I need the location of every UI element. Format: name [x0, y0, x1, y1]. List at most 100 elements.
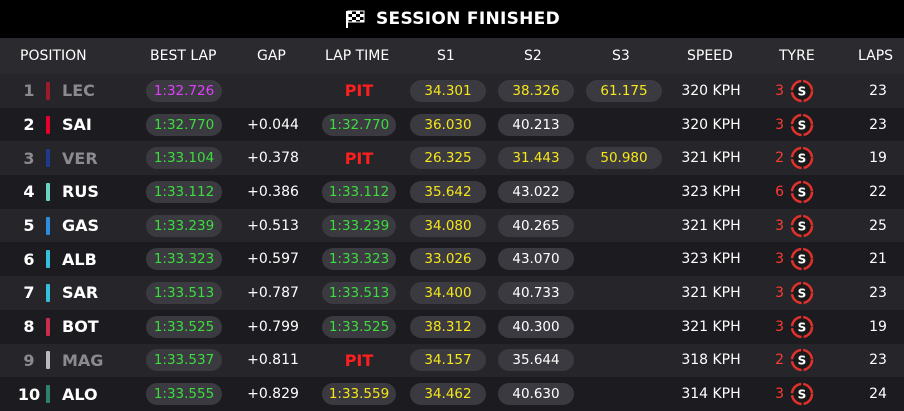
tyre-age: 2: [775, 352, 784, 369]
header-laps: LAPS: [858, 48, 894, 64]
session-banner: SESSION FINISHED: [0, 0, 904, 38]
header-position: POSITION: [20, 48, 87, 64]
driver-name: SAI: [62, 115, 92, 135]
table-row[interactable]: 9 MAG 1:33.537 +0.811 PIT 34.157 35.644 318 KPH…: [0, 343, 904, 378]
pit-indicator: PIT: [344, 81, 374, 101]
table-row[interactable]: 1 LEC 1:32.726 PIT 34.301 38.326 61.175 320 KPH…: [0, 74, 904, 108]
checkered-flag-icon: [346, 10, 365, 28]
team-color-bar: [46, 182, 50, 201]
sector-2-time: 38.326: [498, 79, 574, 102]
gap-value: +0.378: [247, 150, 299, 167]
speed-value: 321 KPH: [681, 150, 741, 167]
laps-count: 24: [869, 386, 887, 403]
tyre-compound-letter: S: [798, 84, 807, 98]
speed-value: 321 KPH: [681, 284, 741, 301]
laps-count: 21: [869, 251, 887, 268]
soft-tyre-icon: S: [790, 146, 814, 170]
table-row[interactable]: 6 ALB 1:33.323 +0.597 1:33.323 33.026 43.070 32…: [0, 242, 904, 277]
sector-2-time: 40.300: [498, 315, 574, 338]
table-row[interactable]: 4 RUS 1:33.112 +0.386 1:33.112 35.642 43.022 32…: [0, 175, 904, 209]
gap-value: +0.597: [247, 251, 299, 268]
tyre-age: 3: [775, 284, 784, 301]
best-lap-time: 1:33.555: [146, 383, 222, 406]
team-color-bar: [46, 317, 50, 336]
tyre-age: 3: [775, 251, 784, 268]
team-color-bar: [46, 351, 50, 370]
team-color-bar: [46, 115, 50, 134]
tyre-compound-letter: S: [798, 118, 807, 132]
position-number: 5: [23, 216, 35, 236]
table-row[interactable]: 3 VER 1:33.104 +0.378 PIT 26.325 31.443 50.980 3…: [0, 141, 904, 176]
sector-1-time: 34.400: [410, 281, 486, 304]
best-lap-time: 1:33.112: [146, 180, 222, 203]
tyre-compound-letter: S: [798, 320, 807, 334]
laps-count: 23: [869, 352, 887, 369]
tyre-compound-letter: S: [798, 354, 807, 368]
lap-time: 1:33.513: [322, 281, 396, 304]
sector-2-time: 43.022: [498, 180, 574, 203]
driver-name: LEC: [62, 81, 95, 101]
driver-name: ALO: [62, 384, 98, 404]
laps-count: 22: [869, 183, 887, 200]
driver-name: BOT: [62, 317, 99, 337]
table-row[interactable]: 2 SAI 1:32.770 +0.044 1:32.770 36.030 40.213 32…: [0, 107, 904, 142]
sector-1-time: 34.301: [410, 79, 486, 102]
table-row[interactable]: 7 SAR 1:33.513 +0.787 1:33.513 34.400 40.733 32…: [0, 276, 904, 310]
sector-1-time: 34.080: [410, 214, 486, 237]
gap-value: +0.386: [247, 183, 299, 200]
driver-name: SAR: [62, 283, 99, 303]
team-color-bar: [46, 149, 50, 168]
tyre-compound-letter: S: [798, 219, 807, 233]
tyre-compound-letter: S: [798, 152, 807, 166]
sector-3-time: 61.175: [586, 79, 662, 102]
speed-value: 314 KPH: [681, 386, 741, 403]
position-number: 6: [23, 249, 35, 269]
soft-tyre-icon: S: [790, 248, 814, 271]
table-header: POSITION BEST LAP GAP LAP TIME S1 S2 S3 …: [0, 38, 904, 74]
tyre-age: 3: [775, 386, 784, 403]
header-tyre: TYRE: [779, 48, 815, 64]
tyre-age: 3: [775, 82, 784, 99]
table-row[interactable]: 10 ALO 1:33.555 +0.829 1:33.559 34.462 40.630 3…: [0, 377, 904, 411]
best-lap-time: 1:33.104: [146, 147, 222, 170]
laps-count: 25: [869, 217, 887, 234]
position-number: 4: [23, 182, 35, 202]
table-row[interactable]: 8 BOT 1:33.525 +0.799 1:33.525 38.312 40.300 32…: [0, 309, 904, 344]
gap-value: +0.811: [247, 352, 299, 369]
sector-1-time: 26.325: [410, 147, 486, 170]
laps-count: 19: [869, 318, 887, 335]
table-row[interactable]: 5 GAS 1:33.239 +0.513 1:33.239 34.080 40.265 32…: [0, 208, 904, 243]
sector-1-time: 33.026: [410, 248, 486, 271]
team-color-bar: [46, 250, 50, 269]
lap-time: 1:33.559: [322, 383, 396, 406]
header-gap: GAP: [257, 48, 286, 64]
tyre-age: 6: [775, 183, 784, 200]
position-number: 1: [23, 81, 35, 101]
gap-value: +0.044: [247, 116, 299, 133]
sector-2-time: 40.265: [498, 214, 574, 237]
best-lap-time: 1:32.770: [146, 113, 222, 136]
gap-value: +0.799: [247, 318, 299, 335]
header-s3: S3: [612, 48, 630, 64]
gap-value: +0.787: [247, 284, 299, 301]
soft-tyre-icon: S: [790, 281, 814, 305]
lap-time: 1:33.112: [322, 180, 396, 203]
sector-2-time: 40.630: [498, 383, 574, 406]
soft-tyre-icon: S: [790, 79, 814, 103]
best-lap-time: 1:32.726: [146, 79, 222, 102]
laps-count: 23: [869, 116, 887, 133]
pit-indicator: PIT: [344, 148, 374, 168]
speed-value: 320 KPH: [681, 82, 741, 99]
tyre-compound-letter: S: [798, 185, 807, 199]
driver-name: GAS: [62, 216, 100, 236]
session-title: SESSION FINISHED: [376, 9, 560, 29]
tyre-compound-letter: S: [798, 286, 807, 300]
laps-count: 19: [869, 150, 887, 167]
